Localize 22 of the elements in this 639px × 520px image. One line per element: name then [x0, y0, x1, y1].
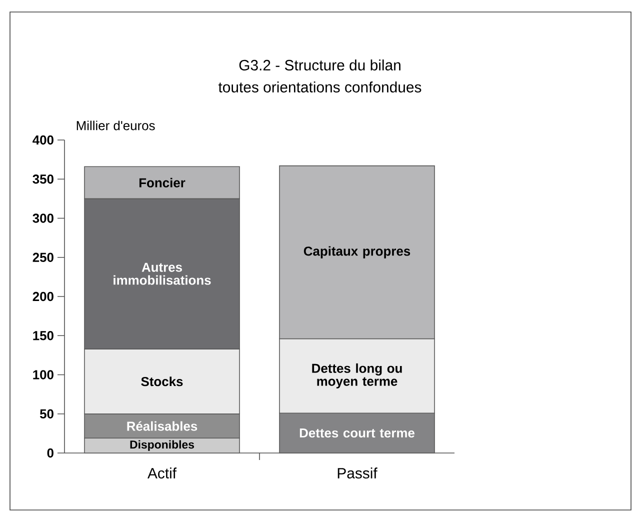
y-tick-label: 150 — [33, 331, 54, 340]
series-label: Autres immobilisations — [114, 262, 211, 285]
chart-subtitle: toutes orientations confondues — [218, 82, 422, 92]
series-label: Foncier — [139, 178, 186, 188]
y-tick-label: 100 — [33, 370, 54, 380]
series-label: Dettes court terme — [300, 428, 414, 438]
y-tick-label: 200 — [32, 292, 54, 302]
y-tick-label: 300 — [32, 214, 54, 223]
y-tick-label: 250 — [32, 252, 54, 262]
series-label: Disponibles — [130, 440, 194, 451]
y-tick-label: 50 — [40, 409, 54, 418]
series-label: Capitaux propres — [304, 246, 410, 258]
x-tick-label: Passif — [338, 468, 378, 478]
chart-title: G3.2 - Structure du bilan — [239, 60, 400, 70]
x-tick-label: Actif — [148, 468, 177, 478]
y-tick-label: 0 — [47, 448, 54, 458]
y-tick-label: 350 — [32, 174, 54, 184]
series-label: Stocks — [141, 376, 183, 386]
y-tick-label: 400 — [32, 135, 54, 145]
series-label: Dettes long ou moyen terme — [312, 363, 402, 388]
y-axis-title: Millier d'euros — [76, 120, 155, 130]
series-label: Réalisables — [127, 421, 198, 431]
